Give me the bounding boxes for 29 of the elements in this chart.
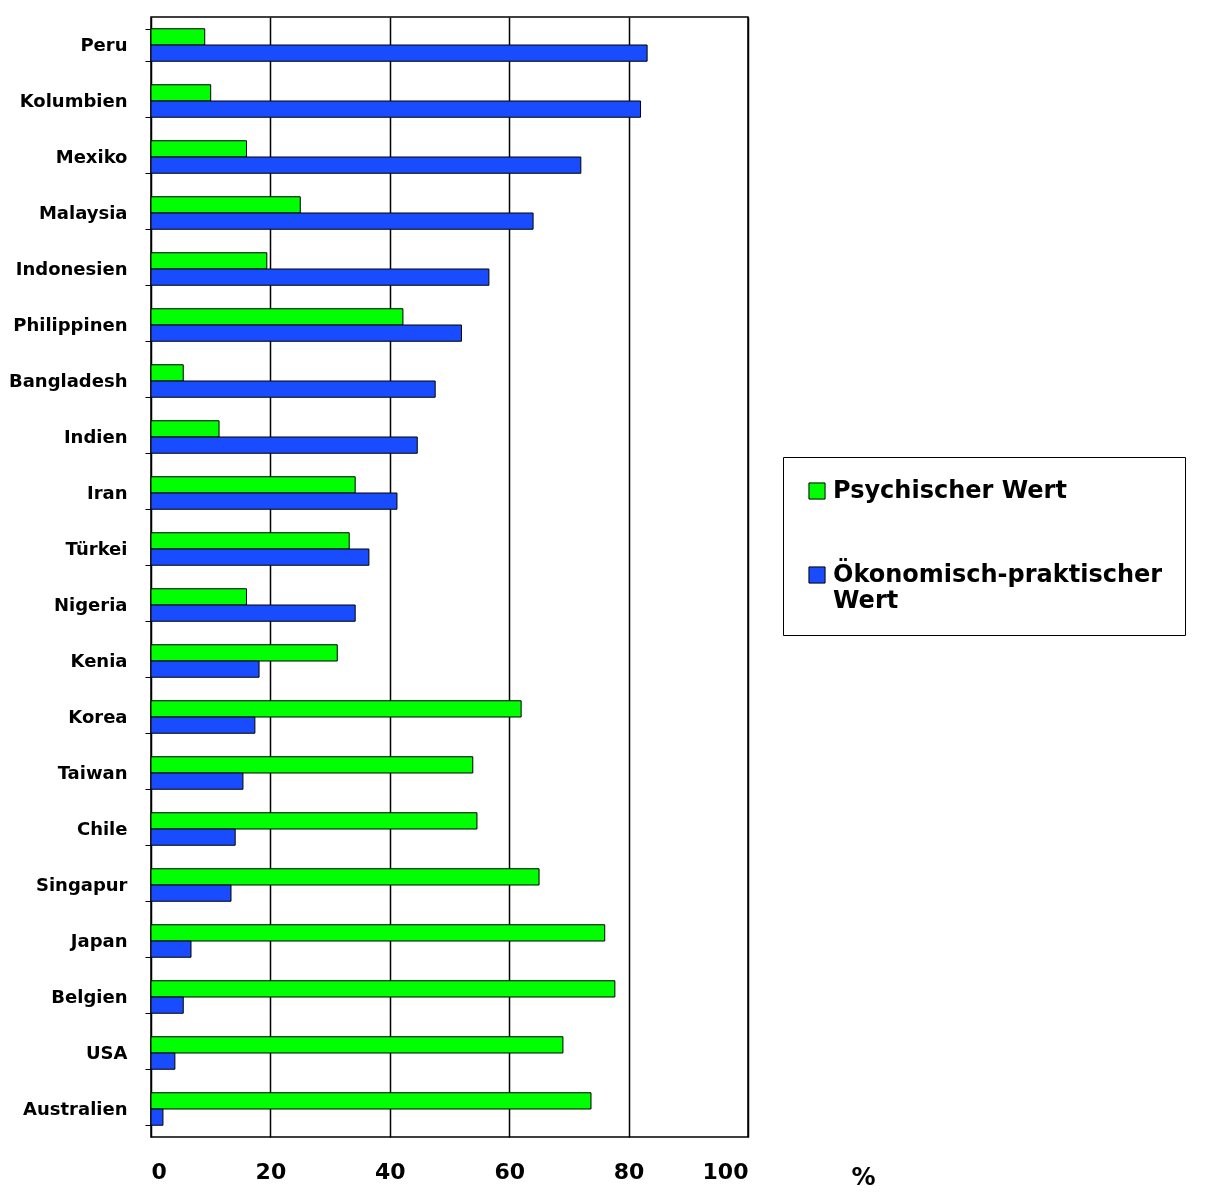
y-tick-label: Indien [63, 425, 128, 447]
legend-label: Ökonomisch-praktischer Wert [833, 558, 1163, 614]
x-tick-label: 100 [702, 1158, 749, 1184]
y-tick-label: Belgien [51, 985, 128, 1007]
x-tick-label: 0 [151, 1158, 167, 1184]
y-tick-label: Singapur [35, 873, 128, 895]
y-tick-label: Malaysia [38, 201, 128, 223]
y-tick-label: Nigeria [53, 593, 128, 615]
y-tick-label: Australien [23, 1097, 128, 1119]
x-tick-label: 80 [613, 1158, 645, 1184]
y-tick-label: Japan [68, 929, 128, 951]
y-tick-label: Türkei [65, 537, 128, 559]
legend-label: Psychischer Wert [833, 476, 1067, 504]
y-tick-label: Peru [80, 33, 128, 55]
y-tick-label: Taiwan [57, 761, 128, 783]
y-tick-label: Iran [86, 481, 128, 503]
y-tick-label: Bangladesh [8, 369, 128, 391]
y-tick-label: Philippinen [13, 313, 128, 335]
y-tick-label: Indonesien [15, 257, 128, 279]
x-tick-label: 20 [255, 1158, 287, 1184]
x-tick-label: 60 [494, 1158, 526, 1184]
x-axis-title: % [851, 1162, 876, 1191]
y-tick-label: Kenia [70, 649, 128, 671]
y-tick-label: USA [85, 1041, 128, 1063]
y-tick-label: Korea [68, 705, 128, 727]
y-tick-label: Chile [76, 817, 128, 839]
y-tick-label: Kolumbien [19, 89, 128, 111]
x-tick-label: 40 [374, 1158, 406, 1184]
y-tick-label: Mexiko [55, 145, 128, 167]
